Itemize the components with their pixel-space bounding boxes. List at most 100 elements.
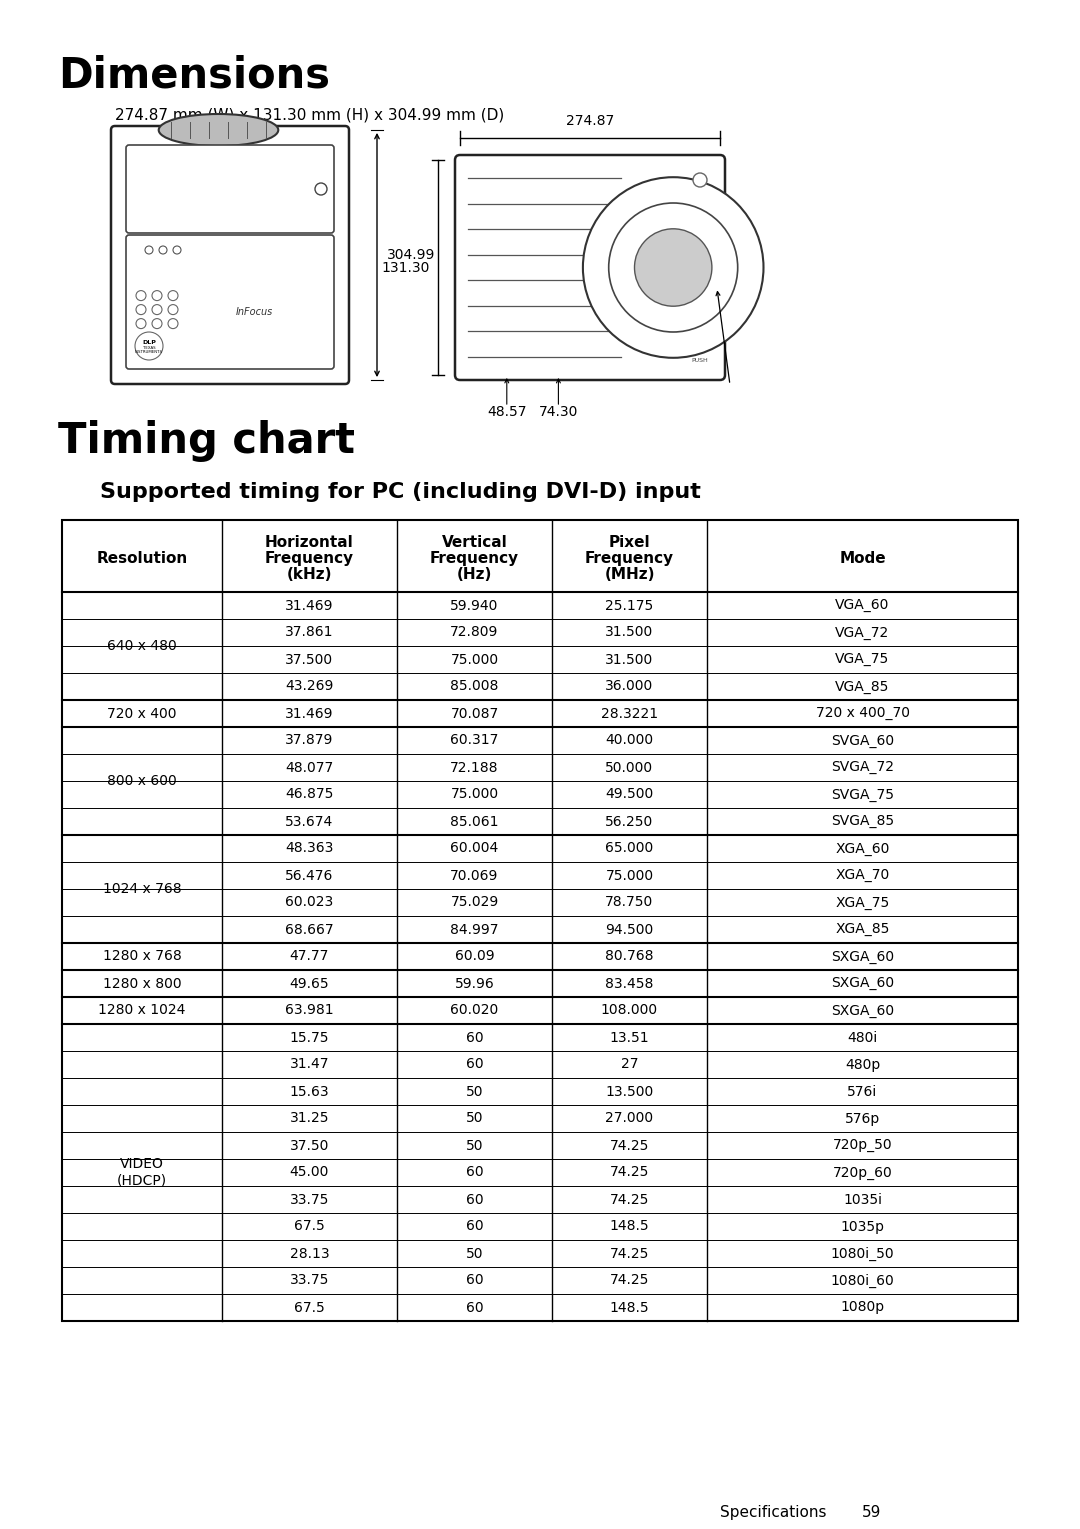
Text: 1080i_60: 1080i_60	[831, 1274, 894, 1287]
Text: SXGA_60: SXGA_60	[831, 977, 894, 991]
Text: 108.000: 108.000	[600, 1003, 658, 1017]
Text: 72.188: 72.188	[450, 760, 499, 775]
Text: 640 x 480: 640 x 480	[107, 639, 177, 653]
Text: 60.09: 60.09	[455, 950, 495, 963]
Text: 83.458: 83.458	[605, 977, 653, 991]
Text: 720p_50: 720p_50	[833, 1139, 892, 1153]
Text: Resolution: Resolution	[96, 550, 188, 566]
Text: 28.13: 28.13	[289, 1246, 329, 1260]
Circle shape	[152, 291, 162, 301]
Text: 46.875: 46.875	[285, 787, 334, 801]
Text: 31.469: 31.469	[285, 598, 334, 613]
Text: 45.00: 45.00	[289, 1165, 329, 1179]
Text: 75.029: 75.029	[450, 896, 499, 910]
Text: 60.317: 60.317	[450, 734, 499, 748]
Text: 63.981: 63.981	[285, 1003, 334, 1017]
Circle shape	[173, 246, 181, 254]
Text: 720p_60: 720p_60	[833, 1165, 892, 1179]
Text: 60: 60	[465, 1301, 484, 1315]
Text: 40.000: 40.000	[606, 734, 653, 748]
Text: XGA_85: XGA_85	[835, 922, 890, 936]
Text: 33.75: 33.75	[289, 1274, 329, 1287]
Text: 60: 60	[465, 1193, 484, 1206]
Text: VGA_72: VGA_72	[835, 625, 890, 639]
Text: Timing chart: Timing chart	[58, 420, 355, 462]
Text: 148.5: 148.5	[610, 1220, 649, 1234]
Text: 60: 60	[465, 1165, 484, 1179]
Text: SXGA_60: SXGA_60	[831, 1003, 894, 1017]
Text: 43.269: 43.269	[285, 679, 334, 694]
Text: 1280 x 1024: 1280 x 1024	[98, 1003, 186, 1017]
Text: 31.500: 31.500	[606, 653, 653, 667]
Text: 304.99: 304.99	[387, 248, 435, 261]
Text: 37.50: 37.50	[289, 1139, 329, 1153]
Text: 37.861: 37.861	[285, 625, 334, 639]
Text: 1024 x 768: 1024 x 768	[103, 882, 181, 896]
Text: 31.47: 31.47	[289, 1058, 329, 1072]
FancyBboxPatch shape	[126, 145, 334, 232]
Text: 59: 59	[862, 1505, 881, 1520]
Text: SVGA_85: SVGA_85	[831, 815, 894, 829]
Text: 74.25: 74.25	[610, 1165, 649, 1179]
Text: 720 x 400: 720 x 400	[107, 706, 177, 720]
Text: DLP: DLP	[143, 341, 156, 346]
Circle shape	[693, 173, 707, 187]
Text: 75.000: 75.000	[450, 653, 499, 667]
Text: 56.250: 56.250	[606, 815, 653, 829]
Text: Frequency: Frequency	[430, 550, 519, 566]
Text: Frequency: Frequency	[265, 550, 354, 566]
Text: 1035p: 1035p	[840, 1220, 885, 1234]
Circle shape	[159, 246, 167, 254]
Text: 56.476: 56.476	[285, 868, 334, 882]
Text: 1280 x 768: 1280 x 768	[103, 950, 181, 963]
Text: 59.940: 59.940	[450, 598, 499, 613]
Text: 25.175: 25.175	[606, 598, 653, 613]
Text: 74.25: 74.25	[610, 1139, 649, 1153]
Text: 78.750: 78.750	[606, 896, 653, 910]
Text: Frequency: Frequency	[585, 550, 674, 566]
FancyBboxPatch shape	[455, 154, 725, 381]
Text: 70.069: 70.069	[450, 868, 499, 882]
Text: 74.30: 74.30	[539, 405, 578, 419]
Text: 31.25: 31.25	[289, 1112, 329, 1125]
Text: (kHz): (kHz)	[287, 567, 333, 583]
Text: Dimensions: Dimensions	[58, 55, 330, 96]
Circle shape	[168, 318, 178, 329]
Circle shape	[136, 318, 146, 329]
Circle shape	[152, 304, 162, 315]
Text: 50: 50	[465, 1112, 483, 1125]
Text: 13.51: 13.51	[610, 1031, 649, 1044]
Text: 60.004: 60.004	[450, 841, 499, 856]
Text: 50: 50	[465, 1246, 483, 1260]
Text: 74.25: 74.25	[610, 1246, 649, 1260]
Text: SVGA_72: SVGA_72	[831, 760, 894, 775]
Text: 27: 27	[621, 1058, 638, 1072]
Text: 36.000: 36.000	[606, 679, 653, 694]
Text: 68.667: 68.667	[285, 922, 334, 936]
Text: 47.77: 47.77	[289, 950, 329, 963]
Text: 50: 50	[465, 1084, 483, 1098]
Text: 274.87: 274.87	[566, 115, 615, 128]
Text: 48.363: 48.363	[285, 841, 334, 856]
Text: 60: 60	[465, 1220, 484, 1234]
Circle shape	[145, 246, 153, 254]
Text: 60: 60	[465, 1274, 484, 1287]
Text: XGA_70: XGA_70	[835, 868, 890, 882]
Text: 148.5: 148.5	[610, 1301, 649, 1315]
Text: 65.000: 65.000	[606, 841, 653, 856]
Text: 75.000: 75.000	[450, 787, 499, 801]
Text: SXGA_60: SXGA_60	[831, 950, 894, 963]
FancyBboxPatch shape	[126, 235, 334, 368]
Text: 94.500: 94.500	[606, 922, 653, 936]
Text: Horizontal: Horizontal	[265, 535, 354, 550]
Text: 85.061: 85.061	[450, 815, 499, 829]
Text: Pixel: Pixel	[609, 535, 650, 550]
Text: SVGA_60: SVGA_60	[831, 734, 894, 748]
Text: 67.5: 67.5	[294, 1220, 325, 1234]
Text: 33.75: 33.75	[289, 1193, 329, 1206]
Text: VIDEO
(HDCP): VIDEO (HDCP)	[117, 1157, 167, 1188]
Text: 15.63: 15.63	[289, 1084, 329, 1098]
Text: VGA_60: VGA_60	[835, 598, 890, 613]
Text: 60.023: 60.023	[285, 896, 334, 910]
Text: 31.500: 31.500	[606, 625, 653, 639]
